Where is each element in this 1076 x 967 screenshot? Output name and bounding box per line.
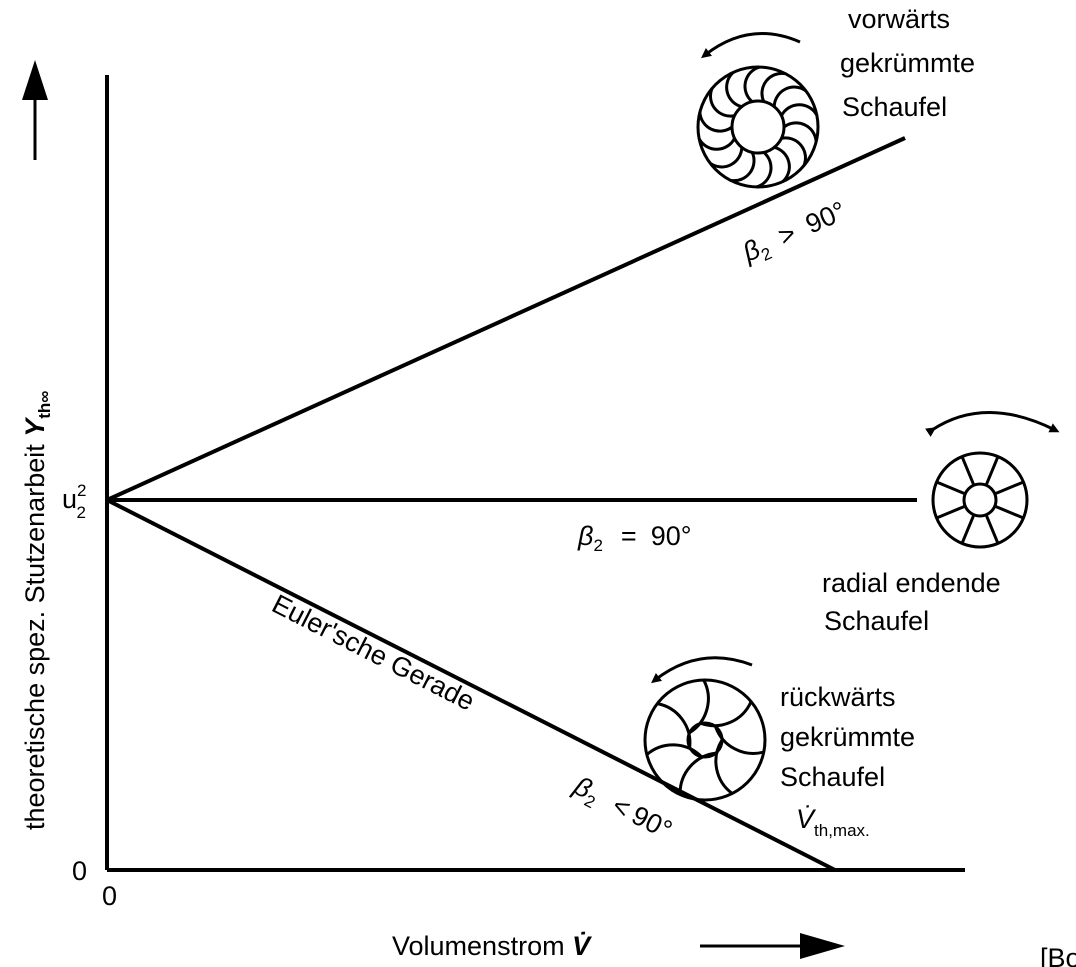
blade bbox=[962, 515, 974, 544]
euler-label: Euler'sche Gerade bbox=[267, 589, 479, 717]
blade bbox=[711, 88, 735, 116]
blade bbox=[986, 457, 998, 486]
fan-outer bbox=[645, 680, 765, 800]
x-origin: 0 bbox=[102, 881, 117, 911]
blade bbox=[731, 152, 754, 180]
fan-outer bbox=[698, 67, 818, 187]
x-label-text: Volumenstrom bbox=[392, 931, 565, 961]
blade bbox=[774, 147, 789, 181]
fan-caption: gekrümmte bbox=[840, 48, 975, 78]
radial-angle: β2 = 90° bbox=[577, 521, 692, 555]
blade bbox=[727, 72, 742, 106]
forward-line bbox=[107, 138, 905, 500]
blade bbox=[937, 482, 966, 494]
blade bbox=[995, 482, 1024, 494]
fan-inner bbox=[964, 484, 996, 516]
blade bbox=[716, 740, 732, 793]
fan-caption: gekrümmte bbox=[780, 722, 915, 752]
u: u bbox=[62, 484, 77, 514]
fan-caption: vorwärts bbox=[848, 4, 950, 34]
angle: 90° bbox=[801, 196, 851, 240]
blade bbox=[962, 457, 974, 486]
blade bbox=[647, 745, 701, 757]
beta: β bbox=[577, 521, 593, 551]
intercept-label: u2 2 bbox=[62, 481, 87, 522]
angle: 90° bbox=[627, 800, 677, 845]
v-sub: th,max. bbox=[814, 821, 870, 840]
u-sub: 2 bbox=[77, 503, 86, 522]
y-arrowhead bbox=[22, 60, 48, 100]
fan-caption: Schaufel bbox=[824, 606, 929, 636]
x-axis-label: Volumenstrom V̇ bbox=[392, 931, 592, 961]
relation: > bbox=[774, 218, 801, 252]
blade bbox=[699, 138, 734, 149]
rotation-arrow bbox=[932, 413, 1055, 431]
y-label-text: theoretische spez. Stutzenarbeit bbox=[20, 444, 50, 830]
fan-caption: rückwärts bbox=[780, 682, 896, 712]
blade bbox=[680, 753, 715, 794]
source: [Bo bbox=[1040, 943, 1076, 967]
fan-inner bbox=[732, 101, 784, 153]
y-symbol-sub: th∞ bbox=[35, 391, 54, 419]
blade bbox=[995, 506, 1024, 518]
x-arrowhead bbox=[800, 933, 845, 959]
diagram: theoretische spez. Stutzenarbeit Yth∞ 0 … bbox=[0, 0, 1076, 967]
fan-caption: Schaufel bbox=[780, 762, 885, 792]
blade bbox=[657, 704, 690, 748]
fan-caption: Schaufel bbox=[842, 92, 947, 122]
x-symbol: V̇ bbox=[572, 931, 592, 961]
blade bbox=[716, 727, 764, 754]
blade bbox=[745, 67, 760, 102]
rotation-arrow bbox=[655, 658, 752, 680]
y-axis-label: theoretische spez. Stutzenarbeit Yth∞ bbox=[20, 391, 54, 830]
blade bbox=[986, 515, 998, 544]
beta-sub: 2 bbox=[593, 536, 602, 555]
vmax-label: V̇th,max. bbox=[796, 804, 870, 840]
blade bbox=[781, 138, 805, 166]
relation: = bbox=[621, 521, 637, 551]
rotation-arrow bbox=[705, 34, 800, 55]
blade bbox=[937, 506, 966, 518]
fan-outer bbox=[933, 453, 1027, 547]
y-origin: 0 bbox=[72, 856, 87, 886]
blade bbox=[756, 152, 771, 187]
u-sup: 2 bbox=[77, 481, 86, 500]
angle: 90° bbox=[651, 521, 692, 551]
blade bbox=[781, 105, 816, 116]
page: {"y_axis": {"label": "theoretische spez.… bbox=[0, 0, 1076, 967]
fan-caption: radial endende bbox=[822, 568, 1001, 598]
blade bbox=[762, 73, 785, 101]
